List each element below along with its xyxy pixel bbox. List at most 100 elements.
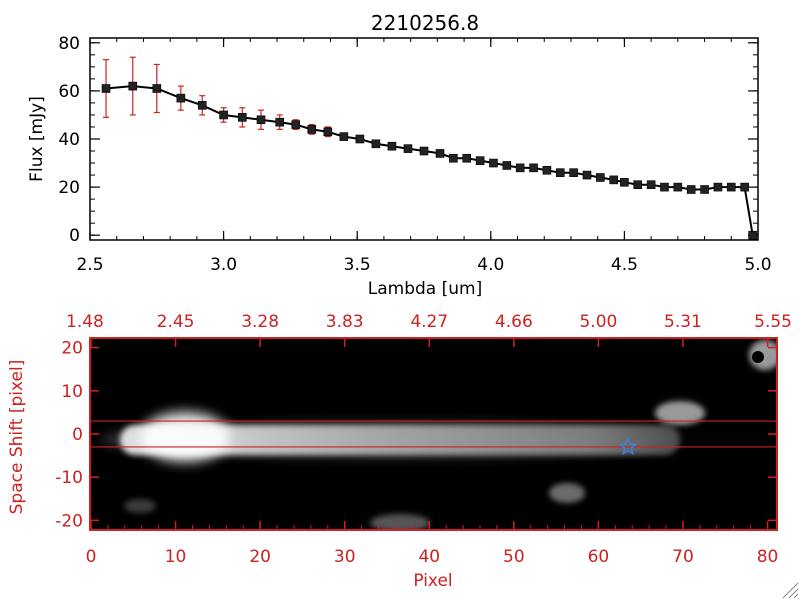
data-point (403, 144, 413, 153)
data-point (291, 120, 301, 129)
image-x-tick-label: 70 (672, 547, 694, 567)
data-point (275, 117, 285, 127)
spectrum-errorbars (103, 56, 748, 193)
data-point (462, 153, 472, 163)
image-x-tick-label: 80 (757, 547, 779, 567)
data-point (673, 182, 683, 192)
spectrum-y-axis: 0 20 40 60 80 (58, 34, 758, 246)
image-y-tick-label: -20 (55, 511, 83, 531)
spectrum-image-panel: 0 10 20 30 40 50 60 70 80 -20 -10 0 10 20 1.48 2.45 3.… (7, 312, 792, 591)
data-point (489, 158, 498, 168)
spectrum-y-tick-label: 60 (58, 82, 80, 102)
data-point (748, 230, 757, 240)
image-top-tick-label: 4.66 (495, 312, 533, 332)
data-point (339, 132, 349, 141)
space-shift-axis-label: Space Shift [pixel] (7, 360, 27, 515)
data-point (596, 173, 605, 182)
data-point (555, 168, 565, 177)
image-top-tick-label: 3.28 (241, 312, 279, 332)
data-point (307, 125, 317, 134)
data-point (502, 161, 512, 170)
image-x-tick-label: 20 (249, 547, 271, 567)
image-y-axis: -20 -10 0 10 20 (55, 339, 777, 531)
data-point (238, 113, 247, 122)
image-x-tick-label: 10 (165, 547, 187, 567)
data-point (176, 93, 186, 103)
spectrum-x-tick-label: 5.0 (744, 255, 771, 275)
image-x-tick-label: 60 (588, 547, 610, 567)
data-point (646, 180, 656, 189)
spectrum-x-axis: 2.5 3.0 3.5 4.0 4.5 5.0 (76, 38, 772, 275)
image-top-tick-label: 1.48 (66, 312, 104, 332)
image-x-tick-label: 30 (334, 547, 356, 567)
data-point (686, 185, 696, 194)
spectrum-y-tick-label: 20 (58, 178, 80, 198)
data-point (419, 146, 429, 156)
spectrum-x-tick-label: 4.5 (611, 255, 638, 275)
bright-source-core (140, 412, 230, 462)
image-top-tick-label: 5.55 (754, 312, 792, 332)
image-top-axis: 1.48 2.45 3.28 3.83 4.27 4.66 5.00 5.31 5.55 (66, 312, 792, 347)
y-axis-label: Flux [mJy] (27, 96, 47, 182)
data-point (128, 81, 138, 91)
corner-dark-spot (752, 351, 764, 363)
data-point (371, 139, 381, 149)
faint-blob-lower (549, 483, 585, 503)
spectrum-y-tick-label: 0 (69, 226, 80, 246)
image-x-tick-label: 0 (86, 547, 97, 567)
chart-title: 2210256.8 (371, 11, 479, 35)
data-point (529, 163, 538, 173)
data-point (101, 84, 111, 93)
data-point (700, 185, 709, 194)
data-point (387, 141, 397, 151)
data-point (152, 84, 162, 93)
spectrum-frame (89, 37, 759, 241)
image-y-tick-label: 0 (72, 425, 83, 445)
image-top-tick-label: 2.45 (157, 312, 195, 332)
spectrum-x-tick-label: 2.5 (76, 255, 103, 275)
data-point (355, 134, 365, 144)
image-top-tick-label: 3.83 (326, 312, 364, 332)
data-point (197, 101, 207, 110)
data-point (660, 182, 669, 192)
image-x-tick-label: 50 (503, 547, 525, 567)
spectrum-x-tick-label: 3.0 (210, 255, 237, 275)
data-point (515, 163, 525, 173)
data-point (475, 156, 485, 165)
image-top-tick-label: 4.27 (410, 312, 448, 332)
faint-blob-bottom (370, 514, 430, 529)
spectrum-x-tick-label: 4.0 (477, 255, 504, 275)
data-point (726, 182, 736, 192)
x-axis-label: Lambda [um] (368, 279, 482, 299)
data-point (620, 177, 629, 187)
data-point (609, 175, 619, 185)
spectrum-y-tick-label: 40 (58, 130, 80, 150)
data-point (569, 168, 578, 177)
data-point (633, 180, 643, 189)
data-point (435, 149, 445, 158)
data-point (542, 165, 552, 175)
image-x-axis: 0 10 20 30 40 50 60 70 80 (86, 521, 779, 567)
spectrum-x-tick-label: 3.5 (344, 255, 371, 275)
spectrum-y-tick-label: 80 (58, 34, 80, 54)
image-top-tick-label: 5.00 (579, 312, 617, 332)
data-point (582, 170, 592, 180)
data-point (323, 127, 333, 137)
data-point (256, 115, 266, 125)
image-top-tick-label: 5.31 (664, 312, 702, 332)
data-point (449, 153, 458, 163)
spectrum-markers (101, 81, 757, 240)
faint-blob-left (124, 499, 156, 513)
resize-grip-icon[interactable] (782, 582, 799, 599)
spectrum-plot: 2210256.8 2.5 3.0 3.5 4.0 4.5 5.0 0 20 40 60 80 L… (27, 11, 772, 299)
image-y-tick-label: -10 (55, 468, 83, 488)
source-star-icon (618, 437, 638, 456)
image-y-tick-label: 20 (61, 339, 83, 359)
data-point (713, 182, 723, 192)
secondary-blob (655, 401, 705, 425)
data-point (219, 110, 228, 120)
pixel-axis-label: Pixel (413, 571, 452, 591)
data-point (740, 182, 749, 192)
image-y-tick-label: 10 (61, 382, 83, 402)
